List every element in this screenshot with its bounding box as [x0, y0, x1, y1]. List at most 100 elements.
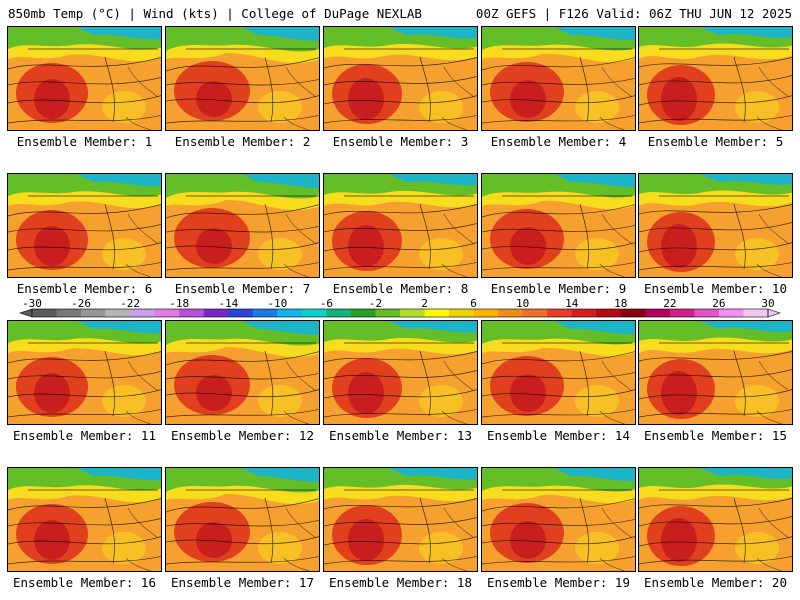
ensemble-panel-14: [481, 320, 636, 425]
colorbar-swatch: [645, 309, 671, 317]
temperature-map: [639, 321, 792, 424]
colorbar-tick-label: -10: [267, 297, 287, 310]
ensemble-panel-7: [165, 173, 320, 278]
temperature-map: [324, 468, 477, 571]
temperature-map: [8, 27, 161, 130]
member-caption: Ensemble Member: 13: [329, 428, 472, 443]
colorbar-swatch: [400, 309, 425, 317]
colorbar-swatch: [154, 309, 180, 317]
colorbar-swatch: [56, 309, 82, 317]
colorbar-tick-label: -18: [169, 297, 189, 310]
member-caption: Ensemble Member: 18: [329, 575, 472, 590]
member-caption: Ensemble Member: 11: [13, 428, 156, 443]
member-caption: Ensemble Member: 3: [332, 134, 469, 149]
colorbar-tick-label: 30: [761, 297, 774, 310]
ensemble-panel-2: [165, 26, 320, 131]
member-caption: Ensemble Member: 10: [644, 281, 787, 296]
ensemble-panel-8: [323, 173, 478, 278]
temperature-map: [166, 27, 319, 130]
ensemble-panel-16: [7, 467, 162, 572]
run-valid-time: 00Z GEFS | F126 Valid: 06Z THU JUN 12 20…: [475, 6, 792, 21]
temperature-map: [166, 321, 319, 424]
ensemble-panel-18: [323, 467, 478, 572]
colorbar-swatch: [301, 309, 327, 317]
colorbar-tick-label: 18: [614, 297, 627, 310]
colorbar-swatch: [522, 309, 548, 317]
temperature-map: [8, 174, 161, 277]
member-caption: Ensemble Member: 2: [174, 134, 311, 149]
member-caption: Ensemble Member: 5: [647, 134, 784, 149]
colorbar-swatch: [620, 309, 646, 317]
member-caption: Ensemble Member: 17: [171, 575, 314, 590]
member-caption: Ensemble Member: 15: [644, 428, 787, 443]
ensemble-panel-1: [7, 26, 162, 131]
colorbar-swatch: [473, 309, 499, 317]
ensemble-panel-5: [638, 26, 793, 131]
colorbar-swatch: [375, 309, 401, 317]
member-caption: Ensemble Member: 20: [644, 575, 787, 590]
ensemble-panel-15: [638, 320, 793, 425]
colorbar-tick-label: -30: [22, 297, 42, 310]
colorbar-swatch: [694, 309, 720, 317]
ensemble-panel-11: [7, 320, 162, 425]
colorbar-swatch: [498, 309, 523, 317]
temperature-map: [482, 321, 635, 424]
colorbar-swatch: [203, 309, 229, 317]
member-caption: Ensemble Member: 19: [487, 575, 630, 590]
member-caption: Ensemble Member: 9: [490, 281, 627, 296]
member-caption: Ensemble Member: 8: [332, 281, 469, 296]
temperature-map: [324, 174, 477, 277]
colorbar-tick-label: 6: [470, 297, 477, 310]
colorbar-swatch: [718, 309, 744, 317]
temperature-map: [8, 468, 161, 571]
temperature-colorbar: -30-26-22-18-14-10-6-2261014182226303438…: [19, 297, 781, 318]
colorbar-tick-label: -26: [71, 297, 91, 310]
member-caption: Ensemble Member: 14: [487, 428, 630, 443]
member-caption: Ensemble Member: 7: [174, 281, 311, 296]
temperature-map: [639, 174, 792, 277]
colorbar-swatch: [179, 309, 205, 317]
colorbar-swatch: [81, 309, 106, 317]
colorbar-swatch: [228, 309, 254, 317]
ensemble-panel-3: [323, 26, 478, 131]
colorbar-swatch: [326, 309, 352, 317]
ensemble-panel-9: [481, 173, 636, 278]
ensemble-panel-10: [638, 173, 793, 278]
member-caption: Ensemble Member: 1: [16, 134, 153, 149]
member-caption: Ensemble Member: 16: [13, 575, 156, 590]
ensemble-panel-12: [165, 320, 320, 425]
temperature-map: [324, 321, 477, 424]
colorbar-tick-label: 14: [565, 297, 579, 310]
colorbar-swatch: [350, 309, 376, 317]
colorbar-min-arrow: [19, 308, 33, 318]
colorbar-swatch: [571, 309, 597, 317]
colorbar-swatch: [547, 309, 573, 317]
member-caption: Ensemble Member: 6: [16, 281, 153, 296]
ensemble-panel-17: [165, 467, 320, 572]
temperature-map: [639, 27, 792, 130]
colorbar-tick-label: 2: [421, 297, 428, 310]
ensemble-panel-4: [481, 26, 636, 131]
colorbar-swatch: [669, 309, 695, 317]
colorbar-swatch: [277, 309, 303, 317]
colorbar-tick-label: -14: [218, 297, 238, 310]
temperature-map: [166, 174, 319, 277]
temperature-map: [482, 27, 635, 130]
ensemble-panel-19: [481, 467, 636, 572]
temperature-map: [639, 468, 792, 571]
ensemble-panel-6: [7, 173, 162, 278]
colorbar-swatch: [596, 309, 622, 317]
colorbar-swatch: [130, 309, 155, 317]
colorbar-swatch: [424, 309, 450, 317]
ensemble-panel-20: [638, 467, 793, 572]
temperature-map: [8, 321, 161, 424]
colorbar-tick-label: -6: [320, 297, 333, 310]
temperature-map: [482, 174, 635, 277]
temperature-map: [324, 27, 477, 130]
member-caption: Ensemble Member: 4: [490, 134, 627, 149]
colorbar-swatch: [449, 309, 474, 317]
ensemble-panel-13: [323, 320, 478, 425]
colorbar-tick-label: 10: [516, 297, 529, 310]
colorbar-tick-label: -2: [369, 297, 382, 310]
product-title: 850mb Temp (°C) | Wind (kts) | College o…: [8, 6, 422, 21]
